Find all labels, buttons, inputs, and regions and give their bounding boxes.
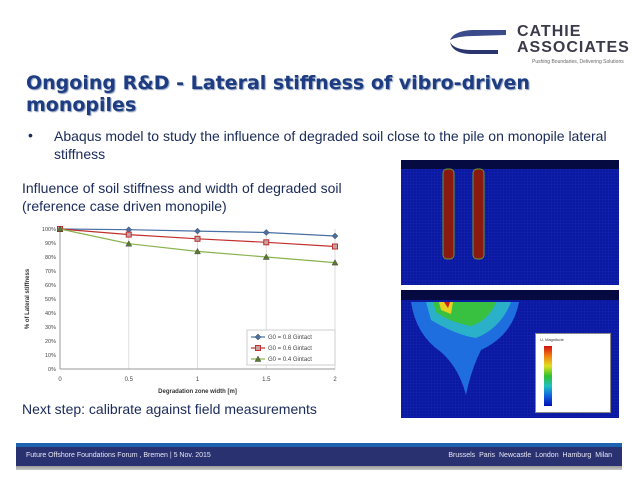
footer-bar: Future Offshore Foundations Forum , Brem… (16, 443, 622, 470)
stiffness-chart: 0 0.5 1 1.5 20%10%20%30%40%50%60%70%80%90%10… (25, 225, 339, 395)
data-point (125, 231, 132, 238)
legend-label: G0 = 0.8 Gintact (268, 335, 312, 341)
y-tick-label: 60% (45, 283, 56, 289)
data-point (262, 229, 270, 236)
data-point (331, 232, 339, 240)
color-legend: U, Magnitude (535, 333, 611, 413)
y-axis-title: % of Lateral stiffness (25, 268, 31, 329)
y-tick-label: 70% (45, 269, 56, 275)
slide-title: Ongoing R&D - Lateral stiffness of vibro… (26, 72, 530, 116)
pile-mesh-figure (401, 160, 619, 285)
logo-swoosh-icon (450, 30, 506, 54)
footer-offices: Brussels Paris Newcastle London Hamburg … (448, 452, 612, 459)
x-tick-label: 0 (58, 377, 62, 383)
chart-caption: Influence of soil stiffness and width of… (22, 180, 342, 214)
x-axis-title: Degradation zone width [m] (158, 389, 237, 395)
y-tick-label: 30% (45, 325, 56, 331)
data-point (56, 225, 64, 232)
x-tick-label: 0.5 (125, 377, 134, 383)
legend-marker (254, 355, 262, 362)
y-tick-label: 80% (45, 255, 56, 261)
y-tick-label: 40% (45, 311, 56, 317)
data-point (194, 247, 201, 255)
y-tick-label: 50% (45, 297, 56, 303)
cathie-associates-logo: CATHIE ASSOCIATES Pushing Boundaries, De… (440, 22, 629, 70)
legend-label: G0 = 0.6 Gintact (268, 346, 312, 352)
x-tick-label: 1 (196, 377, 200, 383)
y-tick-label: 0% (48, 367, 56, 373)
bullet-text: Abaqus model to study the influence of d… (54, 128, 607, 162)
legend-marker (255, 345, 261, 351)
x-tick-label: 1.5 (262, 377, 271, 383)
y-tick-label: 10% (45, 353, 56, 359)
y-tick-label: 100% (42, 227, 56, 233)
data-point (331, 259, 339, 266)
legend-label: G0 = 0.4 Gintact (268, 357, 312, 363)
legend-marker (254, 333, 262, 341)
data-point (262, 253, 270, 260)
abaqus-model-image-bottom: U, Magnitude (401, 290, 619, 418)
data-point (125, 240, 133, 247)
next-step-text: Next step: calibrate against field measu… (22, 401, 317, 417)
y-tick-label: 90% (45, 241, 56, 247)
bullet-marker: • (28, 127, 33, 143)
abaqus-model-image-top (401, 160, 619, 285)
footer-event: Future Offshore Foundations Forum , Brem… (26, 452, 211, 459)
data-point (194, 235, 201, 242)
data-point (194, 227, 201, 235)
data-point (332, 243, 338, 250)
x-tick-label: 2 (333, 377, 337, 383)
y-tick-label: 20% (45, 339, 56, 345)
color-scale-bar (544, 346, 552, 406)
data-point (263, 239, 270, 246)
